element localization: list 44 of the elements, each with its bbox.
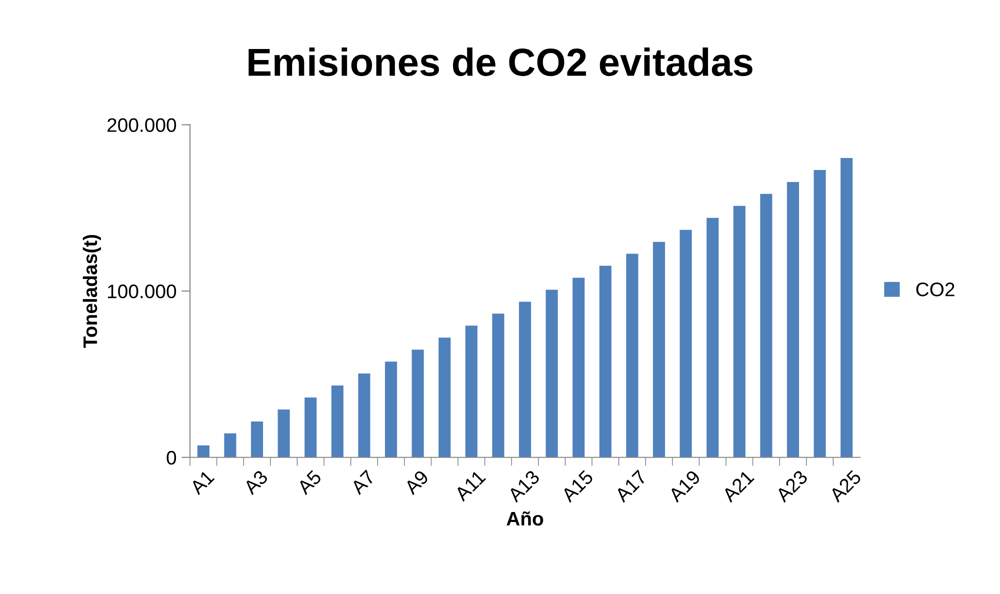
- x-tick-label: A19: [668, 470, 702, 504]
- bar: [331, 386, 344, 458]
- bar: [224, 433, 236, 458]
- x-axis-title: Año: [506, 511, 544, 526]
- x-tick-label: A5: [296, 470, 322, 496]
- bar: [599, 266, 612, 458]
- bar: [652, 242, 666, 458]
- bar: [250, 421, 264, 458]
- x-tick-label: A11: [454, 470, 486, 502]
- x-tick-label: A3: [242, 469, 268, 496]
- x-tick-label: A25: [828, 469, 862, 504]
- y-tick-label: 100.000: [108, 284, 176, 298]
- x-tick-label: A15: [560, 470, 594, 504]
- y-tick-label: 0: [166, 450, 176, 465]
- x-tick-label: A1: [189, 470, 215, 496]
- bar: [304, 398, 317, 458]
- x-tick-label: A23: [774, 469, 808, 504]
- bar: [760, 194, 772, 458]
- bar: [840, 158, 853, 458]
- y-axis-title: Toneladas(t): [82, 234, 101, 348]
- legend-label: CO2: [916, 282, 954, 296]
- y-tick-label: 200.000: [108, 118, 176, 132]
- bar: [412, 350, 424, 458]
- bar: [465, 326, 478, 458]
- bar: [814, 170, 826, 458]
- x-tick-label: A13: [506, 469, 540, 504]
- bar: [518, 302, 532, 458]
- bar: [706, 218, 719, 458]
- bar: [278, 409, 290, 458]
- bar: [733, 206, 746, 458]
- bar: [438, 338, 451, 458]
- bar: [384, 362, 398, 458]
- chart-title: Emisiones de CO2 evitadas: [248, 48, 752, 76]
- x-tick-label: A21: [721, 470, 755, 503]
- bar: [358, 374, 370, 458]
- bar: [197, 445, 210, 458]
- bar: [626, 254, 638, 458]
- bar: [492, 314, 504, 458]
- x-tick-label: A9: [403, 470, 430, 496]
- bar: [680, 230, 692, 458]
- bar: [786, 182, 800, 458]
- bar: [572, 278, 585, 458]
- x-tick-label: A7: [350, 470, 376, 496]
- bar: [546, 290, 558, 458]
